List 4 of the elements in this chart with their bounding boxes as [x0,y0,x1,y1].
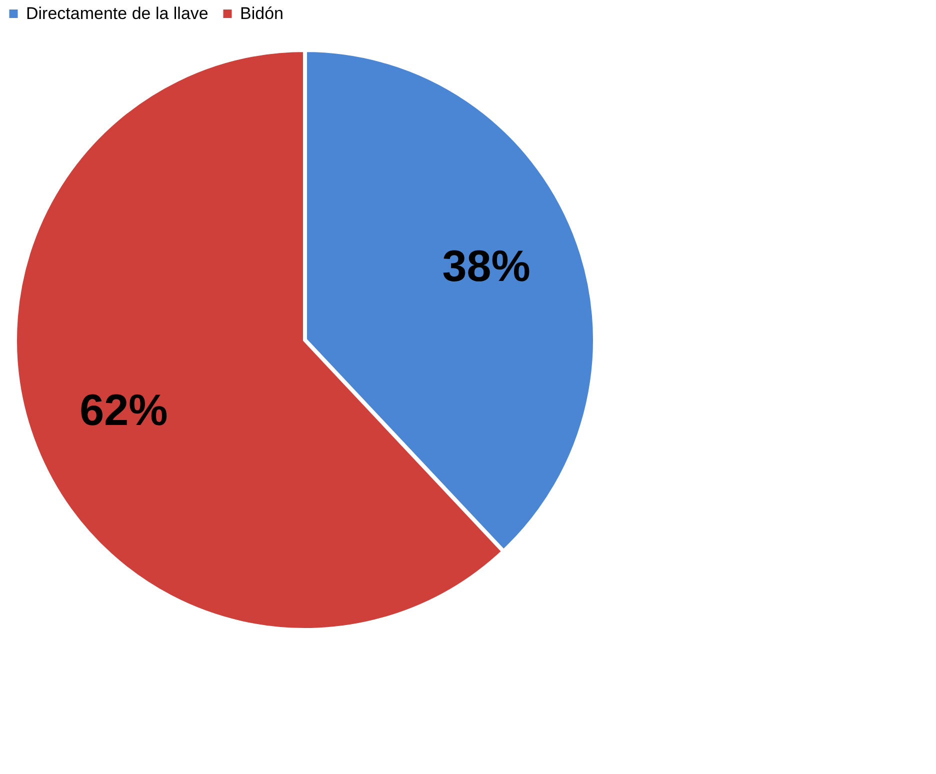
legend-label: Bidón [240,4,284,23]
data-label: 62% [80,386,168,435]
data-label: 38% [442,242,530,292]
legend-label: Directamente de la llave [26,4,208,23]
